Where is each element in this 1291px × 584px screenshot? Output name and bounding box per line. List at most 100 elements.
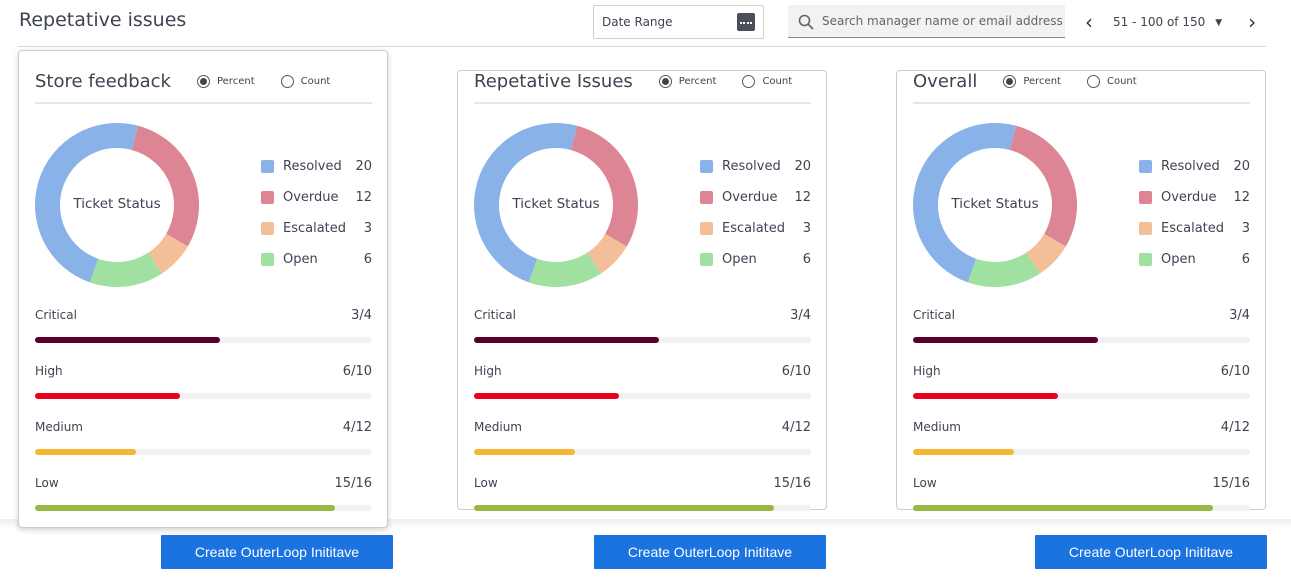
card-header: Overall Percent Count [913,60,1250,104]
donut-segment-resolved[interactable] [913,123,1017,283]
legend-item-overdue: Overdue 12 [261,182,372,213]
radio-percent[interactable]: Percent [658,74,716,88]
progress-fill [474,449,576,455]
legend-swatch [700,222,713,235]
donut-segment-resolved[interactable] [474,123,578,283]
priority-label: Low [474,476,498,490]
priority-label: Critical [913,308,955,322]
legend-label: Open [1161,252,1196,267]
legend-item-open: Open 6 [261,244,372,275]
priority-value: 3/4 [351,308,372,323]
search-placeholder: Search manager name or email address [822,14,1063,28]
create-outerloop-initiative-button[interactable]: Create OuterLoop Inititave [1035,535,1267,569]
create-outerloop-initiative-button[interactable]: Create OuterLoop Inititave [594,535,826,569]
donut-segment-overdue[interactable] [1009,125,1077,247]
donut-segment-open[interactable] [89,252,163,287]
legend-value: 12 [1233,190,1250,205]
progress-fill [474,337,660,343]
radio-circle[interactable] [1003,74,1017,88]
priority-critical: Critical 3/4 [913,308,1250,343]
priority-low: Low 15/16 [35,476,372,511]
search-input[interactable]: Search manager name or email address [788,5,1065,38]
legend-swatch [1139,160,1152,173]
progress-track [35,505,372,511]
priority-value: 6/10 [1220,364,1250,379]
radio-count[interactable]: Count [1086,74,1137,88]
radio-circle[interactable] [196,74,210,88]
legend-value: 12 [355,190,372,205]
progress-track [913,337,1250,343]
radio-circle[interactable] [658,74,672,88]
radio-count[interactable]: Count [742,74,792,88]
donut-segment-escalated[interactable] [587,233,627,274]
priority-medium: Medium 4/12 [913,420,1250,455]
legend-item-escalated: Escalated 3 [700,213,811,244]
donut-segment-escalated[interactable] [148,233,188,274]
priority-value: 15/16 [773,476,811,491]
legend-swatch [261,222,274,235]
progress-track [913,393,1250,399]
priority-high: High 6/10 [35,364,372,399]
legend-swatch [1139,253,1152,266]
prev-page-icon[interactable]: ‹ [1085,10,1093,34]
donut-segment-overdue[interactable] [570,125,638,247]
legend-item-escalated: Escalated 3 [261,213,372,244]
legend-item-escalated: Escalated 3 [1139,213,1250,244]
donut-segment-overdue[interactable] [131,125,199,247]
progress-track [474,449,811,455]
progress-fill [913,393,1058,399]
legend-value: 3 [802,221,811,236]
priority-label: High [474,364,502,378]
radio-percent[interactable]: Percent [196,74,255,88]
priority-value: 4/12 [342,420,372,435]
legend-item-resolved: Resolved 20 [700,151,811,182]
legend-swatch [261,160,274,173]
radio-count[interactable]: Count [280,74,330,88]
donut-center-label: Ticket Status [512,196,600,212]
donut-segment-resolved[interactable] [35,123,139,283]
legend-swatch [700,253,713,266]
legend-value: 6 [363,252,372,267]
priority-value: 15/16 [334,476,372,491]
radio-percent[interactable]: Percent [1003,74,1061,88]
legend-swatch [1139,222,1152,235]
priority-value: 4/12 [1220,420,1250,435]
legend-value: 6 [802,252,811,267]
search-icon [798,14,814,30]
priority-label: Medium [474,420,522,434]
legend-value: 20 [355,159,372,174]
card-header: Repetative Issues Percent Count [474,60,811,104]
legend-item-resolved: Resolved 20 [1139,151,1250,182]
ticket-status-donut [913,123,1077,287]
legend-label: Escalated [722,221,786,236]
calendar-icon[interactable] [737,13,755,31]
legend-label: Resolved [283,159,342,174]
donut-segment-escalated[interactable] [1026,233,1066,274]
legend: Resolved 20 Overdue 12 Escalated 3 Open 6 [261,151,372,275]
date-range-picker[interactable]: Date Range [593,5,764,39]
priority-medium: Medium 4/12 [474,420,811,455]
priority-critical: Critical 3/4 [474,308,811,343]
shadow-band [0,519,1291,529]
page-title: Repetative issues [19,9,187,31]
card-store-feedback [18,50,388,528]
priority-value: 4/12 [781,420,811,435]
radio-circle[interactable] [1086,74,1100,88]
radio-circle[interactable] [280,74,294,88]
legend-swatch [261,191,274,204]
donut-segment-open[interactable] [967,252,1041,287]
priority-value: 3/4 [790,308,811,323]
legend-swatch [700,160,713,173]
progress-track [474,393,811,399]
legend-label: Escalated [1161,221,1225,236]
legend-value: 3 [1241,221,1250,236]
radio-circle[interactable] [742,74,756,88]
card-header: Store feedback Percent Count [35,60,372,104]
create-outerloop-initiative-button[interactable]: Create OuterLoop Inititave [161,535,393,569]
progress-track [35,337,372,343]
donut-segment-open[interactable] [528,252,602,287]
progress-track [913,449,1250,455]
page-dropdown-icon[interactable]: ▼ [1215,18,1223,28]
legend-label: Resolved [722,159,781,174]
next-page-icon[interactable]: › [1248,10,1257,34]
